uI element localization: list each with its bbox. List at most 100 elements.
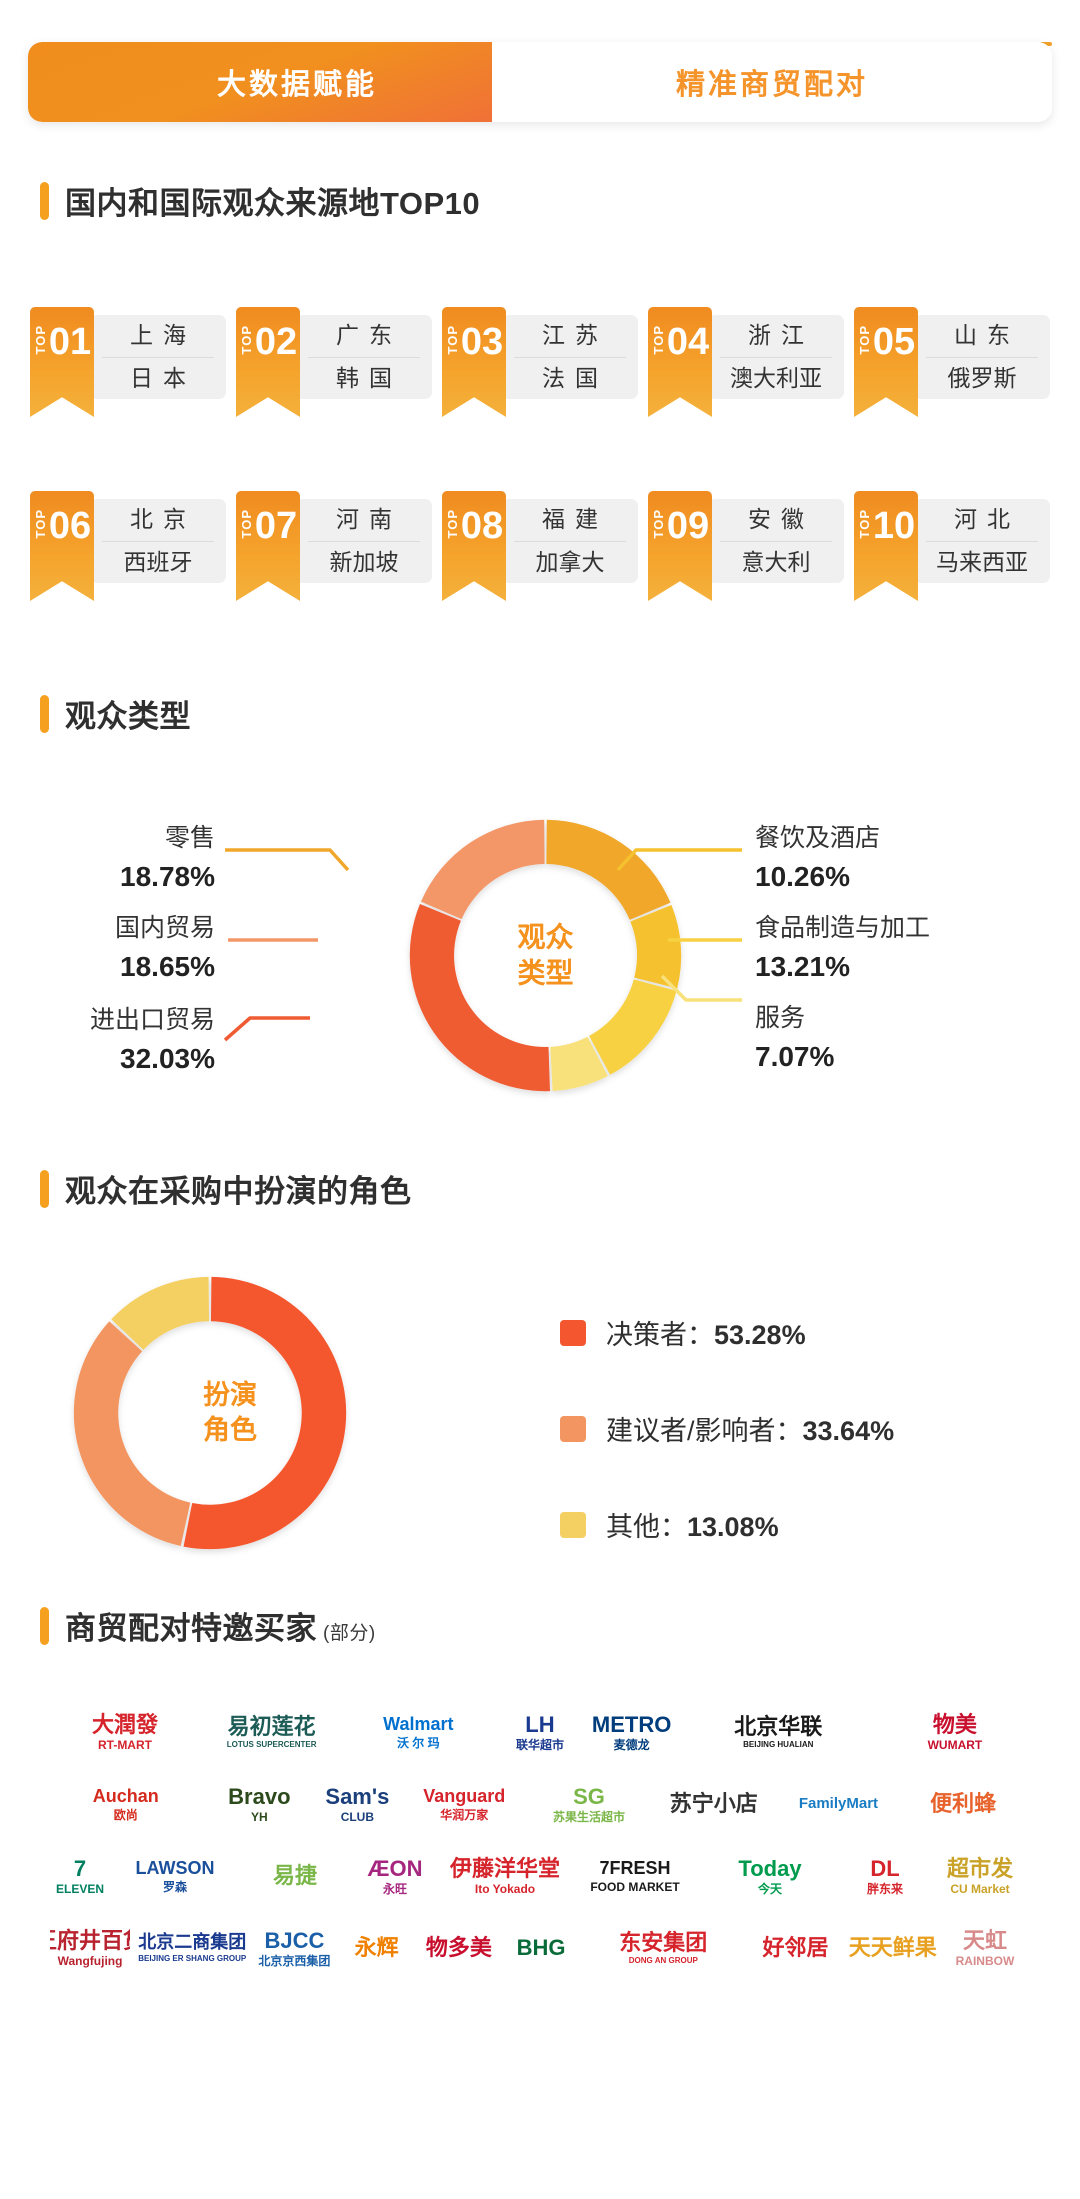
- logo-sub-text: CLUB: [340, 1809, 375, 1824]
- logo-mark-text: 易初莲花: [227, 1713, 316, 1739]
- logo-mark-text: 7: [73, 1855, 87, 1881]
- tab-big-data-label: 大数据赋能: [216, 69, 377, 101]
- logo-sub-text: LOTUS SUPERCENTER: [226, 1739, 317, 1749]
- logo-mark-text: 伊藤洋华堂: [449, 1855, 560, 1881]
- top10-card: 山东 俄罗斯: [914, 315, 1050, 399]
- international-region: 俄罗斯: [947, 364, 1017, 391]
- section-accent-bar: [40, 1606, 49, 1645]
- legend-item: 其他：13.08%: [560, 1505, 894, 1544]
- legend-item: 建议者/影响者：33.64%: [560, 1409, 894, 1448]
- logo-mark-text: 王府井百货: [50, 1927, 130, 1953]
- top10-card: 北京 西班牙: [90, 499, 226, 583]
- label-food-manufacturing: 食品制造与加工 13.21%: [755, 914, 931, 982]
- rank-prefix: TOP: [444, 325, 460, 355]
- buyer-logo: LAWSON 罗森: [110, 1845, 240, 1907]
- buyer-logo: 大潤發 RT-MART: [50, 1701, 200, 1763]
- rank-prefix: TOP: [32, 509, 48, 539]
- international-region: 马来西亚: [936, 548, 1028, 575]
- rank-ribbon: TOP 08: [442, 491, 506, 601]
- logo-row: 大潤發 RT-MART 易初莲花 LOTUS SUPERCENTER Walmart 沃 …: [50, 1696, 1030, 1768]
- role-legend: 决策者：53.28% 建议者/影响者：33.64% 其他：13.08%: [560, 1313, 894, 1601]
- logo-row: 王府井百货Wangfujing北京二商集团BEIJING ER SHANG GR…: [50, 1912, 1030, 1984]
- buyer-logo: 苏宁小店: [647, 1773, 781, 1835]
- tab-bar: 大数据赋能 精准商贸配对: [0, 0, 1080, 122]
- section-header-role: 观众在采购中扮演的角色: [0, 1166, 1080, 1211]
- tab-business-matching[interactable]: 精准商贸配对: [492, 42, 1052, 122]
- logo-mark-text: LH: [525, 1711, 555, 1737]
- buyer-logo: 7FRESH FOOD MARKET: [570, 1845, 700, 1907]
- rank-ribbon: TOP 09: [648, 491, 712, 601]
- legend-swatch: [560, 1319, 586, 1346]
- logo-mark-text: Today: [738, 1855, 802, 1881]
- logo-sub-text: BEIJING ER SHANG GROUP: [138, 1953, 247, 1963]
- buyer-logo: SG 苏果生活超市: [531, 1773, 647, 1835]
- legend-label: 决策者：53.28%: [606, 1320, 806, 1350]
- logo-mark-text: METRO: [591, 1711, 672, 1737]
- donut-segment: [546, 819, 671, 920]
- section-header-visitor-type: 观众类型: [0, 691, 1080, 736]
- buyer-logo: 北京二商集团 BEIJING ER SHANG GROUP: [132, 1917, 252, 1979]
- logo-mark-text: FamilyMart: [798, 1795, 879, 1813]
- logo-mark-text: LAWSON: [135, 1857, 215, 1878]
- logo-mark-text: 物美: [932, 1711, 977, 1737]
- logo-sub-text: ELEVEN: [55, 1881, 104, 1896]
- buyer-logo: METRO 麦德龙: [587, 1701, 677, 1763]
- top10-item: TOP 06 北京 西班牙: [30, 491, 226, 601]
- logo-sub-text: 永旺: [382, 1881, 407, 1896]
- domestic-region: 河南: [308, 503, 420, 542]
- page-title-top10: 国内和国际观众来源地TOP10: [65, 186, 481, 221]
- top10-item: TOP 01 上海 日本: [30, 307, 226, 417]
- domestic-region: 福建: [514, 503, 626, 542]
- international-region: 新加坡: [329, 548, 399, 575]
- logo-mark-text: 好邻居: [762, 1935, 829, 1961]
- buyer-logo: 东安集团 DONG AN GROUP: [583, 1917, 743, 1979]
- buyer-logo: 便利蜂: [896, 1773, 1030, 1835]
- buyer-logo: DL 胖东来: [840, 1845, 930, 1907]
- page-title-role: 观众在采购中扮演的角色: [65, 1174, 412, 1209]
- buyer-logo: 物美 WUMART: [880, 1701, 1030, 1763]
- buyer-logo: 天虹 RAINBOW: [940, 1917, 1030, 1979]
- rank-number: 03: [460, 321, 504, 363]
- rank-number: 08: [460, 505, 504, 547]
- top10-card: 浙江 澳大利亚: [708, 315, 844, 399]
- buyer-logo: 易初莲花 LOTUS SUPERCENTER: [207, 1701, 337, 1763]
- logo-sub-text: 北京京西集团: [258, 1953, 331, 1968]
- role-chart: 扮演 角色 决策者：53.28% 建议者/影响者：33.64% 其他：13.08%: [0, 1275, 1080, 1575]
- logo-mark-text: 大潤發: [91, 1711, 158, 1737]
- tab-business-matching-label: 精准商贸配对: [675, 69, 868, 101]
- buyer-logo: Bravo YH: [201, 1773, 317, 1835]
- logo-mark-text: BJCC: [264, 1927, 325, 1953]
- rank-prefix: TOP: [856, 325, 872, 355]
- donut-segment: [550, 1036, 608, 1092]
- rank-number: 05: [872, 321, 916, 363]
- logo-sub-text: RT-MART: [97, 1737, 152, 1752]
- top10-item: TOP 07 河南 新加坡: [236, 491, 432, 601]
- visitor-type-chart: 观众 类型 零售 18.78% 国内贸易 18.65% 进出口贸易 32.03%…: [0, 808, 1080, 1128]
- logo-sub-text: DONG AN GROUP: [628, 1955, 698, 1965]
- logo-mark-text: Bravo: [228, 1783, 291, 1809]
- international-region: 西班牙: [123, 548, 193, 575]
- rank-number: 01: [48, 321, 92, 363]
- buyer-logo: Auchan 欧尚: [50, 1773, 201, 1835]
- buyer-logo: 物多美: [419, 1917, 499, 1979]
- logo-mark-text: 天虹: [962, 1927, 1007, 1953]
- logo-mark-text: 7FRESH: [599, 1857, 671, 1878]
- rank-number: 09: [666, 505, 710, 547]
- logo-mark-text: DL: [870, 1855, 900, 1881]
- rank-prefix: TOP: [444, 509, 460, 539]
- top10-card: 河北 马来西亚: [914, 499, 1050, 583]
- logo-sub-text: FOOD MARKET: [590, 1879, 680, 1894]
- tab-big-data[interactable]: 大数据赋能: [28, 42, 566, 122]
- rank-ribbon: TOP 03: [442, 307, 506, 417]
- donut-segment: [589, 979, 677, 1075]
- logo-mark-text: 苏宁小店: [669, 1791, 758, 1817]
- logo-sub-text: WUMART: [927, 1737, 983, 1752]
- donut-segment: [420, 819, 545, 920]
- donut-segment: [111, 1276, 210, 1350]
- logo-sub-text: 罗森: [162, 1879, 187, 1894]
- top10-card: 上海 日本: [90, 315, 226, 399]
- rank-number: 10: [872, 505, 916, 547]
- donut-segment: [409, 903, 550, 1092]
- logo-mark-text: 北京华联: [734, 1713, 823, 1739]
- top10-card: 福建 加拿大: [502, 499, 638, 583]
